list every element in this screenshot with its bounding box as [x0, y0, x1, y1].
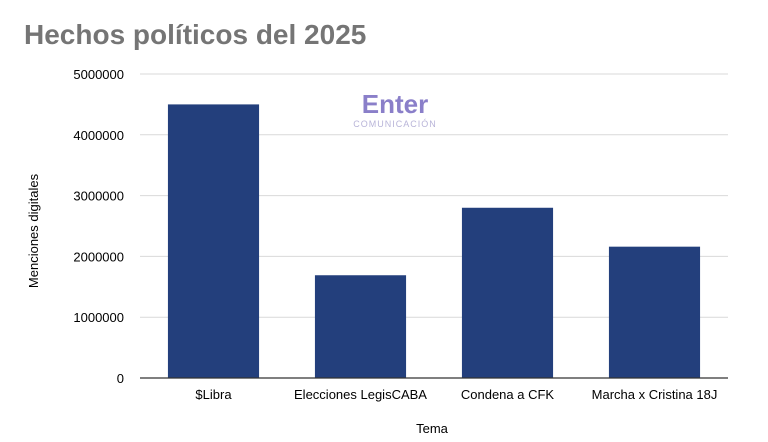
watermark-sub: COMUNICACIÓN: [353, 119, 437, 129]
y-tick-label: 4000000: [73, 128, 124, 143]
y-tick-label: 1000000: [73, 310, 124, 325]
x-tick-label: Marcha x Cristina 18J: [592, 387, 718, 402]
y-tick-label: 5000000: [73, 67, 124, 82]
bar: [608, 246, 701, 378]
x-tick-label: Elecciones LegisCABA: [294, 387, 427, 402]
x-tick-label: Condena a CFK: [461, 387, 555, 402]
y-axis-label: Menciones digitales: [26, 173, 41, 288]
bar: [314, 275, 407, 378]
y-axis-ticks: 0 1000000 2000000 3000000 4000000 5000000: [73, 67, 124, 386]
y-tick-label: 0: [117, 371, 124, 386]
x-axis-ticks: $Libra Elecciones LegisCABA Condena a CFK M…: [195, 387, 717, 402]
chart-title: Hechos políticos del 2025: [24, 19, 366, 50]
y-tick-label: 2000000: [73, 249, 124, 264]
x-axis-label: Tema: [416, 421, 449, 436]
bars: [167, 104, 701, 379]
x-tick-label: $Libra: [195, 387, 232, 402]
y-tick-label: 3000000: [73, 189, 124, 204]
watermark-main: Enter: [362, 89, 428, 119]
bar: [167, 104, 260, 379]
bar: [461, 207, 554, 378]
watermark-logo: Enter COMUNICACIÓN: [353, 89, 437, 129]
